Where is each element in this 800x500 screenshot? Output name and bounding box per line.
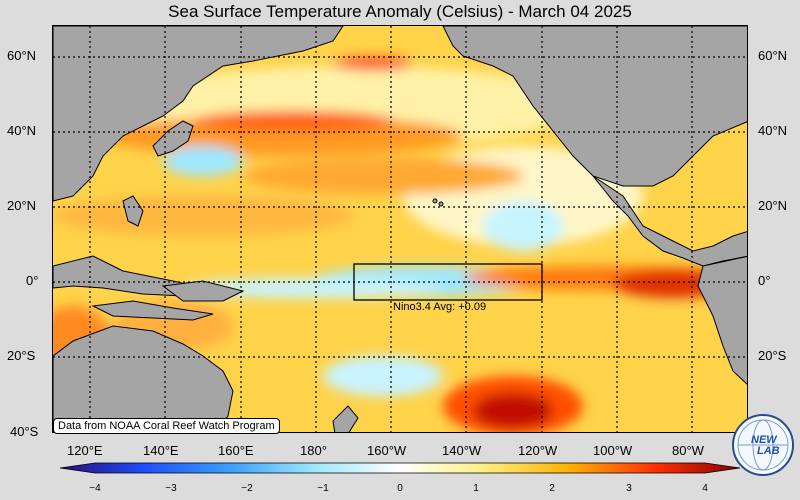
colorbar-tick-3: 3 — [626, 483, 632, 494]
logo-text-top: NEW — [751, 434, 778, 446]
sst-anomaly-map — [52, 25, 748, 433]
lat-label-60n-left: 60°N — [7, 48, 37, 63]
colorbar-tick-1: 1 — [473, 483, 479, 494]
lat-label-60n-right: 60°N — [758, 48, 788, 63]
colorbar-tick-neg3: −3 — [165, 483, 177, 494]
colorbar-tick-neg2: −2 — [241, 483, 253, 494]
lat-label-40n-right: 40°N — [758, 123, 788, 138]
data-credit: Data from NOAA Coral Reef Watch Program — [53, 418, 280, 434]
lon-label-120e: 120°E — [67, 443, 103, 458]
lat-label-0-left: 0° — [26, 273, 39, 288]
lat-label-20s-left: 20°S — [7, 348, 36, 363]
lat-label-40n-left: 40°N — [7, 123, 37, 138]
nino34-average-label: Nino3.4 Avg: +0.09 — [393, 301, 487, 313]
newlab-logo-icon: NEW LAB — [732, 414, 794, 476]
logo-text-bottom: LAB — [757, 445, 780, 457]
lat-label-20n-left: 20°N — [7, 198, 37, 213]
colorbar-tick-neg1: −1 — [317, 483, 329, 494]
lat-label-20s-right: 20°S — [758, 348, 787, 363]
lon-label-160e: 160°E — [218, 443, 254, 458]
lon-label-100w: 100°W — [593, 443, 633, 458]
lon-label-120w: 120°W — [518, 443, 558, 458]
colorbar-tick-0: 0 — [397, 483, 403, 494]
lon-label-180: 180° — [300, 443, 327, 458]
graticule — [53, 26, 747, 432]
lon-label-160w: 160°W — [367, 443, 407, 458]
colorbar — [60, 462, 740, 474]
colorbar-tick-neg4: −4 — [89, 483, 101, 494]
nino34-box — [353, 263, 543, 301]
land-masses — [53, 26, 747, 432]
lon-label-140w: 140°W — [442, 443, 482, 458]
lat-label-20n-right: 20°N — [758, 198, 788, 213]
lon-label-140e: 140°E — [143, 443, 179, 458]
colorbar-tick-4: 4 — [702, 483, 708, 494]
lon-label-80w: 80°W — [672, 443, 704, 458]
lat-label-0-right: 0° — [758, 273, 771, 288]
map-title: Sea Surface Temperature Anomaly (Celsius… — [168, 2, 632, 21]
lat-label-40s-left: 40°S — [10, 424, 39, 439]
colorbar-tick-2: 2 — [549, 483, 555, 494]
